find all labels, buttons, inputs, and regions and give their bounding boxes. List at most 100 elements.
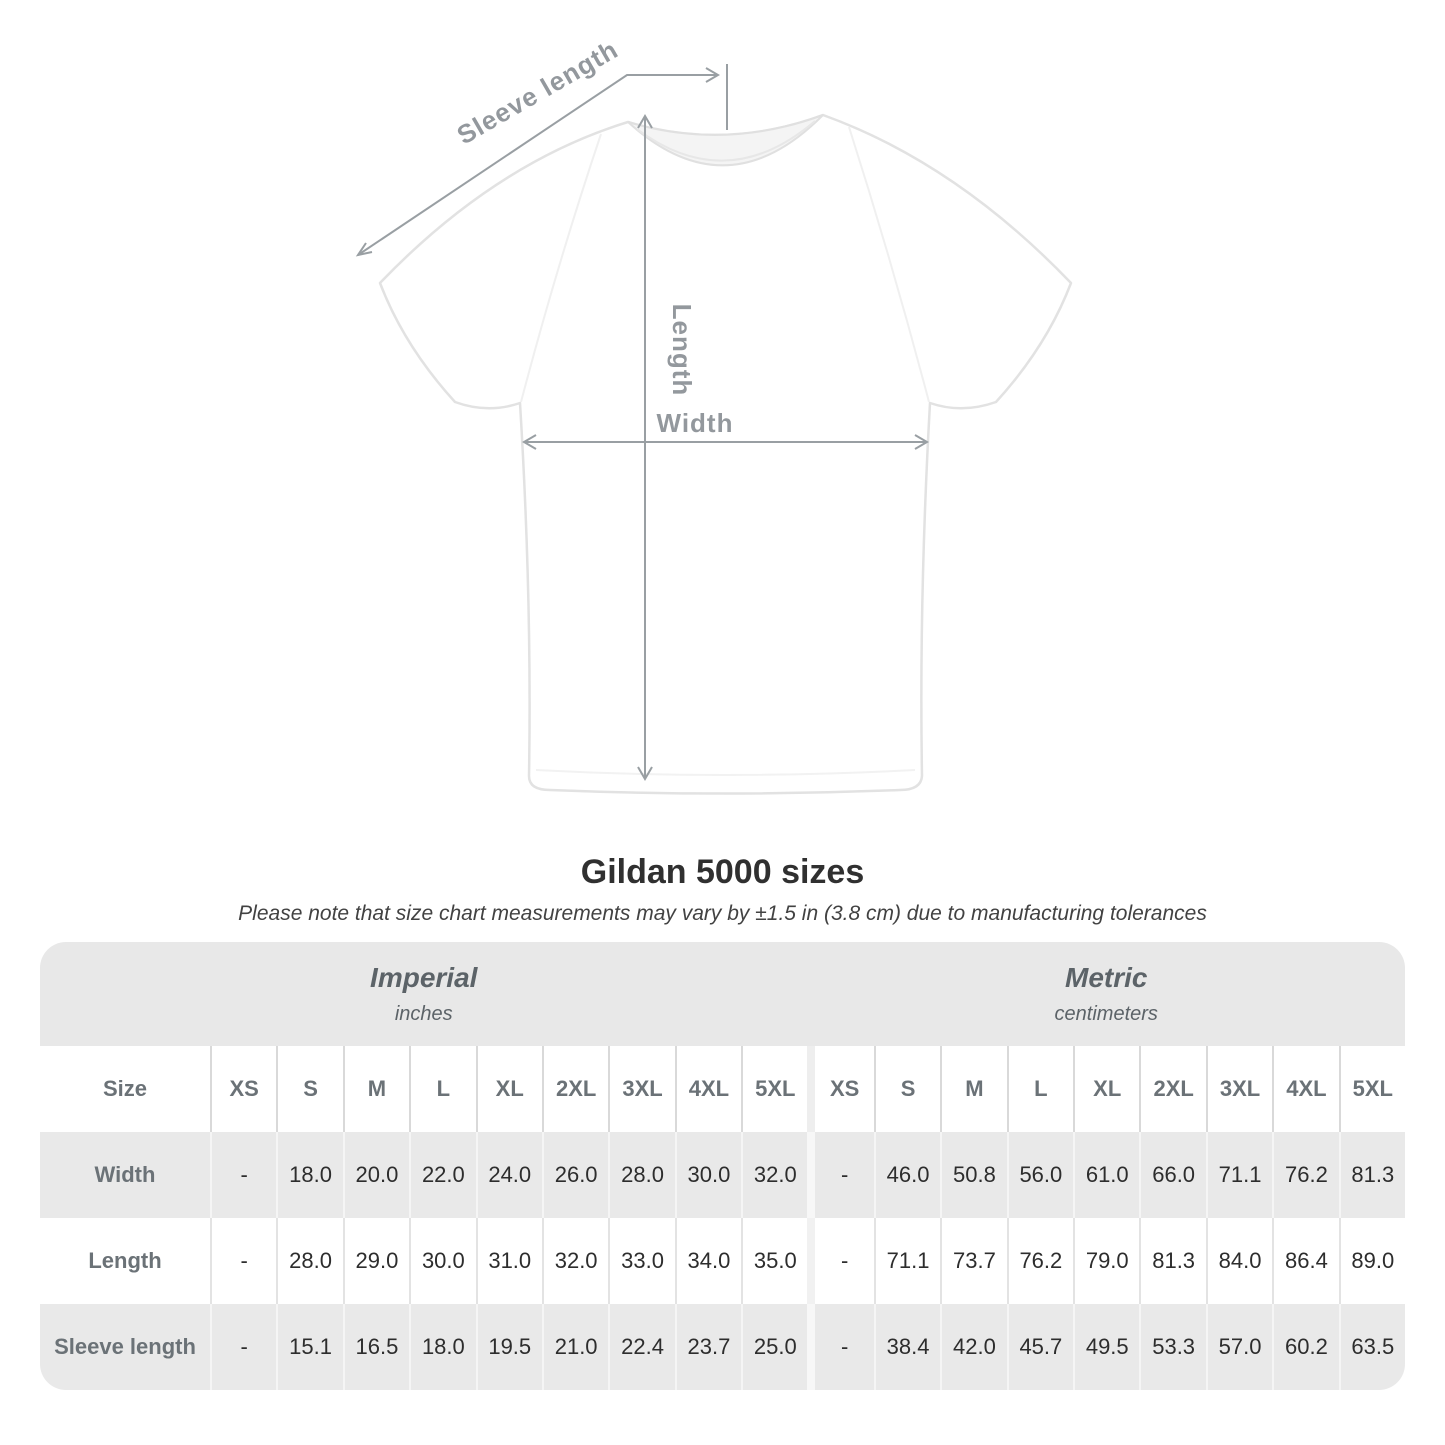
value-cell-imperial: 15.1 (276, 1304, 343, 1390)
width-arrowhead-right (914, 434, 929, 450)
column-header-metric-2xl: 2XL (1139, 1046, 1206, 1132)
value-cell-metric: 84.0 (1205, 1218, 1273, 1304)
column-header-imperial-s: S (276, 1046, 343, 1132)
value-cell-imperial: 18.0 (409, 1304, 476, 1390)
page-title: Gildan 5000 sizes (580, 853, 865, 891)
value-cell-metric: 86.4 (1272, 1218, 1339, 1304)
column-header-metric-l: L (1006, 1046, 1074, 1132)
value-cell-imperial: 29.0 (342, 1218, 410, 1304)
value-cell-imperial: 22.0 (409, 1132, 476, 1218)
value-cell-imperial: 20.0 (342, 1132, 410, 1218)
column-header-imperial-4xl: 4XL (674, 1046, 742, 1132)
value-cell-metric: 42.0 (940, 1304, 1007, 1390)
tshirt-diagram-svg: Sleeve length Length Width (355, 34, 1073, 795)
value-cell-imperial: 30.0 (409, 1218, 476, 1304)
row-label: Sleeve length (40, 1304, 210, 1390)
tolerance-note: Please note that size chart measurements… (238, 902, 1207, 925)
column-header-metric-xl: XL (1073, 1046, 1140, 1132)
value-cell-metric: 56.0 (1006, 1132, 1074, 1218)
chart-heading: Gildan 5000 sizes Please note that size … (0, 853, 1445, 926)
imperial-group-unit: inches (394, 1003, 453, 1025)
column-header-metric-s: S (873, 1046, 941, 1132)
size-table: Imperial inches Metric centimeters Size … (40, 942, 1405, 1390)
value-cell-imperial: 21.0 (541, 1304, 609, 1390)
row-label: Width (40, 1132, 210, 1218)
left-sleeve-seam (520, 133, 602, 403)
value-cell-metric: 89.0 (1338, 1218, 1405, 1304)
value-cell-imperial: 22.4 (608, 1304, 675, 1390)
value-cell-imperial: 34.0 (674, 1218, 742, 1304)
value-cell-imperial: 16.5 (342, 1304, 410, 1390)
size-column-header: Size (40, 1046, 210, 1132)
column-header-metric-4xl: 4XL (1272, 1046, 1339, 1132)
value-cell-metric: 81.3 (1139, 1218, 1206, 1304)
value-cell-imperial: 18.0 (276, 1132, 343, 1218)
value-cell-metric: 45.7 (1006, 1304, 1074, 1390)
value-cell-imperial: 23.7 (674, 1304, 742, 1390)
value-cell-imperial: 31.0 (475, 1218, 542, 1304)
metric-group-header: Metric centimeters (807, 942, 1405, 1046)
hem-stitch (535, 769, 916, 776)
column-header-metric-xs: XS (807, 1046, 874, 1132)
imperial-group-title: Imperial (370, 962, 478, 993)
value-cell-imperial: 25.0 (741, 1304, 808, 1390)
measurement-arrows (355, 64, 929, 781)
value-cell-metric: 61.0 (1073, 1132, 1140, 1218)
sleeve-length-arrow (357, 74, 718, 256)
value-cell-metric: 63.5 (1338, 1304, 1405, 1390)
length-label: Length (667, 304, 697, 397)
value-cell-imperial: - (210, 1218, 277, 1304)
value-cell-metric: 50.8 (940, 1132, 1007, 1218)
value-cell-imperial: 32.0 (741, 1132, 808, 1218)
row-label: Length (40, 1218, 210, 1304)
value-cell-imperial: 30.0 (674, 1132, 742, 1218)
value-cell-imperial: - (210, 1304, 277, 1390)
column-header-imperial-3xl: 3XL (608, 1046, 675, 1132)
sleeve-length-arrowhead-left (355, 242, 373, 257)
width-label: Width (657, 408, 734, 438)
sleeve-length-arrowhead-right (705, 67, 720, 83)
value-cell-metric: - (807, 1132, 874, 1218)
value-cell-metric: 71.1 (1205, 1132, 1273, 1218)
column-header-imperial-m: M (342, 1046, 410, 1132)
value-cell-imperial: 24.0 (475, 1132, 542, 1218)
column-header-metric-5xl: 5XL (1338, 1046, 1405, 1132)
value-cell-imperial: 28.0 (608, 1132, 675, 1218)
column-header-imperial-l: L (409, 1046, 476, 1132)
column-header-imperial-xs: XS (210, 1046, 277, 1132)
length-arrowhead-bottom (637, 766, 653, 781)
value-cell-metric: 66.0 (1139, 1132, 1206, 1218)
value-cell-metric: 71.1 (873, 1218, 941, 1304)
column-header-imperial-2xl: 2XL (541, 1046, 609, 1132)
width-arrowhead-left (522, 434, 537, 450)
imperial-group-header: Imperial inches (40, 942, 808, 1046)
value-cell-imperial: 28.0 (276, 1218, 343, 1304)
right-sleeve-seam (848, 126, 930, 403)
value-cell-metric: 79.0 (1073, 1218, 1140, 1304)
value-cell-metric: 53.3 (1139, 1304, 1206, 1390)
value-cell-metric: 76.2 (1272, 1132, 1339, 1218)
column-header-metric-m: M (940, 1046, 1007, 1132)
tshirt-graphic (378, 113, 1073, 795)
value-cell-imperial: 26.0 (541, 1132, 609, 1218)
value-cell-metric: 73.7 (940, 1218, 1007, 1304)
value-cell-metric: 60.2 (1272, 1304, 1339, 1390)
value-cell-metric: - (807, 1218, 874, 1304)
value-cell-metric: 38.4 (873, 1304, 941, 1390)
value-cell-imperial: 35.0 (741, 1218, 808, 1304)
collar-seam (636, 120, 816, 162)
value-cell-metric: 81.3 (1338, 1132, 1405, 1218)
metric-group-unit: centimeters (1054, 1003, 1158, 1025)
column-header-imperial-5xl: 5XL (741, 1046, 808, 1132)
value-cell-metric: 57.0 (1205, 1304, 1273, 1390)
value-cell-metric: - (807, 1304, 874, 1390)
metric-group-title: Metric (1065, 962, 1148, 993)
value-cell-imperial: 32.0 (541, 1218, 609, 1304)
value-cell-imperial: 19.5 (475, 1304, 542, 1390)
length-arrowhead-top (637, 114, 653, 129)
value-cell-metric: 76.2 (1006, 1218, 1074, 1304)
tshirt-measurement-diagram: Sleeve length Length Width (355, 34, 1073, 795)
column-header-metric-3xl: 3XL (1205, 1046, 1273, 1132)
value-cell-metric: 49.5 (1073, 1304, 1140, 1390)
